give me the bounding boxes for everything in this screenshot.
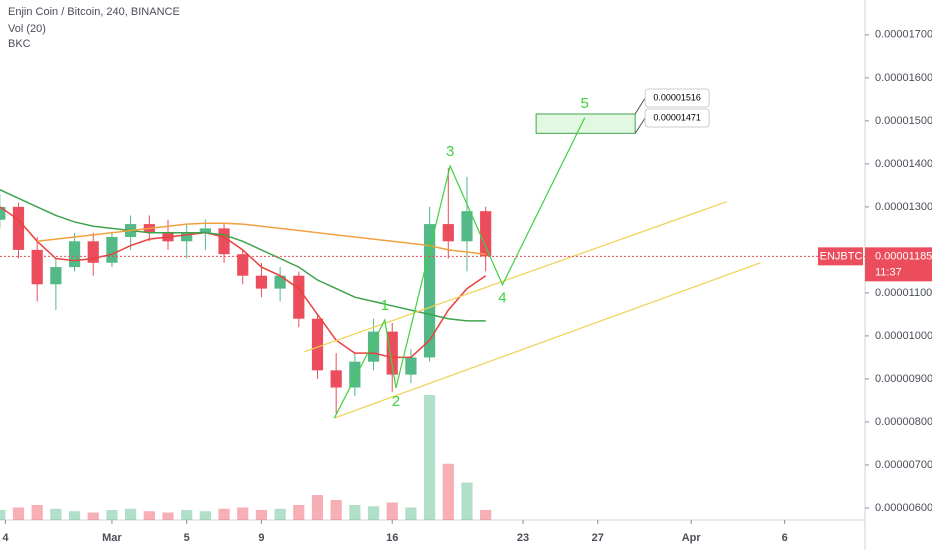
moving-average	[0, 206, 487, 359]
candle-body	[199, 228, 211, 233]
channel-line	[304, 201, 727, 353]
x-tick-label: 16	[386, 532, 398, 544]
x-tick-label: 9	[258, 532, 264, 544]
candle-body	[311, 318, 324, 371]
volume-bar	[12, 507, 25, 520]
candle-body	[423, 224, 436, 358]
moving-average	[37, 222, 486, 255]
volume-bar	[386, 502, 398, 520]
candle-body	[461, 211, 473, 242]
callout-label: 0.00001471	[653, 112, 701, 122]
y-tick-label: 0.00000600	[875, 502, 932, 514]
x-tick-label: Apr	[682, 532, 702, 544]
volume-bar	[349, 505, 361, 520]
volume-bar	[237, 507, 249, 520]
volume-bar	[442, 463, 454, 520]
moving-average	[0, 188, 486, 322]
volume-bar	[311, 495, 324, 520]
y-tick-label: 0.00000900	[875, 373, 932, 385]
candle-body	[349, 361, 361, 388]
symbol-label: ENJBTC	[820, 250, 863, 262]
callout-pointer	[634, 97, 646, 115]
wave-label: 3	[446, 143, 454, 160]
volume-bar	[50, 508, 62, 520]
candle-body	[480, 211, 492, 257]
candle-body	[218, 228, 230, 255]
indicator-label: Vol (20)	[8, 23, 46, 35]
y-tick-label: 0.00001600	[875, 72, 932, 84]
y-tick-label: 0.00001500	[875, 115, 932, 127]
price-tag	[865, 247, 932, 282]
volume-bar	[31, 505, 43, 520]
candle-body	[237, 254, 249, 276]
y-tick-label: 0.00000700	[875, 459, 932, 471]
y-tick-label: 0.00000800	[875, 416, 932, 428]
countdown-label: 11:37	[875, 266, 902, 278]
wave-label: 1	[381, 297, 389, 314]
wave-label: 2	[392, 393, 400, 410]
candle-body	[274, 275, 286, 289]
x-tick-label: 4	[2, 532, 9, 544]
volume-bar	[87, 512, 99, 520]
volume-bar	[480, 510, 492, 520]
candle-body	[386, 331, 398, 375]
candle-body	[255, 275, 268, 289]
callout-box	[644, 108, 710, 128]
volume-bar	[181, 510, 193, 520]
y-tick-label: 0.00001100	[875, 287, 932, 299]
last-price-label: 0.00001185	[875, 250, 932, 262]
volume-bar	[330, 500, 342, 520]
y-tick-label: 0.00001700	[875, 29, 932, 41]
candle-body	[106, 236, 118, 263]
candle-body	[12, 206, 25, 250]
x-tick-label: 5	[184, 532, 190, 544]
volume-bar	[162, 512, 174, 520]
callout-label: 0.00001516	[653, 92, 701, 102]
y-tick-label: 0.00001000	[875, 330, 932, 342]
candle-body	[405, 357, 417, 375]
wave-path	[333, 117, 586, 419]
target-box	[535, 113, 636, 134]
volume-bar	[423, 395, 436, 520]
volume-bar	[274, 508, 286, 520]
y-tick-label: 0.00001400	[875, 158, 932, 170]
volume-bar	[293, 505, 305, 520]
volume-bar	[0, 510, 6, 520]
callout-box	[644, 88, 710, 108]
volume-bar	[106, 510, 118, 520]
x-tick-label: 23	[517, 532, 529, 544]
symbol-tag	[818, 247, 863, 266]
y-tick-label: 0.00001300	[875, 201, 932, 213]
x-tick-label: 6	[782, 532, 788, 544]
candle-body	[50, 267, 62, 285]
callout-pointer	[634, 117, 646, 134]
wave-label: 4	[498, 290, 506, 307]
candle-body	[181, 232, 193, 242]
candle-body	[0, 206, 6, 220]
x-tick-label: 27	[592, 532, 604, 544]
wave-label: 5	[581, 95, 589, 112]
channel-line	[334, 262, 761, 419]
volume-bar	[255, 510, 268, 520]
volume-bar	[143, 511, 155, 520]
indicator-label: BKC	[8, 38, 31, 50]
candle-body	[87, 241, 99, 263]
volume-bar	[461, 482, 473, 520]
volume-bar	[367, 506, 380, 520]
chart-title: Enjin Coin / Bitcoin, 240, BINANCE	[8, 6, 180, 18]
volume-bar	[199, 511, 211, 520]
x-tick-label: Mar	[102, 532, 122, 544]
volume-bar	[405, 507, 417, 520]
candle-body	[442, 224, 454, 242]
candle-body	[31, 249, 43, 285]
candle-body	[293, 275, 305, 319]
volume-bar	[68, 511, 81, 520]
volume-bar	[218, 508, 230, 520]
candle-body	[68, 241, 81, 268]
candle-body	[330, 370, 342, 388]
candle-body	[367, 331, 380, 362]
volume-bar	[125, 508, 137, 520]
